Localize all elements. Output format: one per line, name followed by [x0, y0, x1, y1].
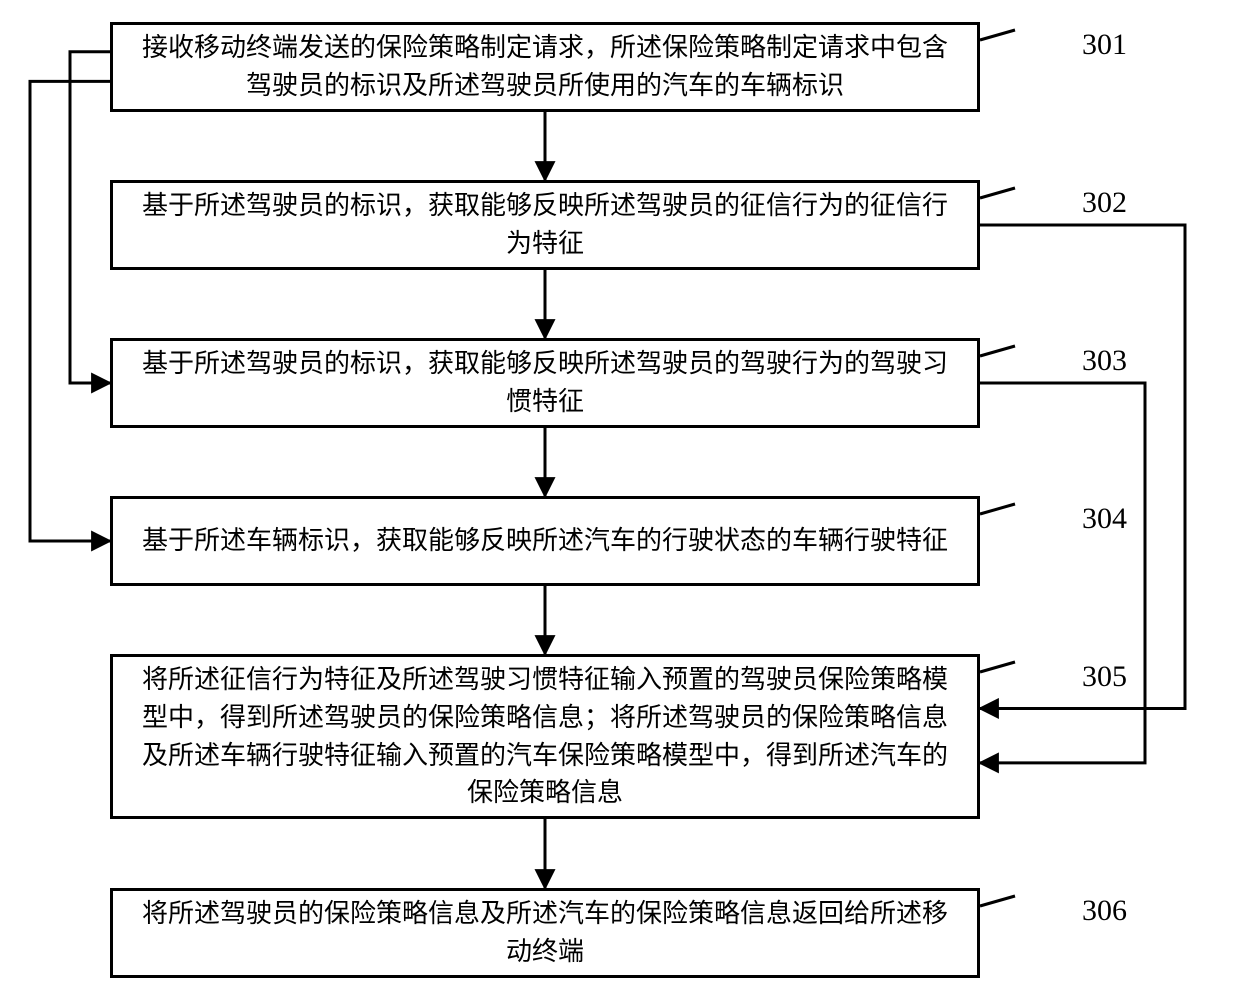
step-text: 基于所述驾驶员的标识，获取能够反映所述驾驶员的征信行为的征信行为特征 [133, 187, 957, 262]
step-label-305: 305 [1082, 660, 1127, 694]
step-label-306: 306 [1082, 894, 1127, 928]
step-text: 将所述征信行为特征及所述驾驶习惯特征输入预置的驾驶员保险策略模型中，得到所述驾驶… [133, 661, 957, 812]
step-text: 将所述驾驶员的保险策略信息及所述汽车的保险策略信息返回给所述移动终端 [133, 895, 957, 970]
step-label-303: 303 [1082, 344, 1127, 378]
step-text: 接收移动终端发送的保险策略制定请求，所述保险策略制定请求中包含驾驶员的标识及所述… [133, 29, 957, 104]
step-306: 将所述驾驶员的保险策略信息及所述汽车的保险策略信息返回给所述移动终端 [110, 888, 980, 978]
step-302: 基于所述驾驶员的标识，获取能够反映所述驾驶员的征信行为的征信行为特征 [110, 180, 980, 270]
step-304: 基于所述车辆标识，获取能够反映所述汽车的行驶状态的车辆行驶特征 [110, 496, 980, 586]
flowchart-canvas: 接收移动终端发送的保险策略制定请求，所述保险策略制定请求中包含驾驶员的标识及所述… [0, 0, 1240, 1003]
step-label-302: 302 [1082, 186, 1127, 220]
step-303: 基于所述驾驶员的标识，获取能够反映所述驾驶员的驾驶行为的驾驶习惯特征 [110, 338, 980, 428]
step-text: 基于所述车辆标识，获取能够反映所述汽车的行驶状态的车辆行驶特征 [142, 522, 948, 560]
step-label-304: 304 [1082, 502, 1127, 536]
step-label-301: 301 [1082, 28, 1127, 62]
step-301: 接收移动终端发送的保险策略制定请求，所述保险策略制定请求中包含驾驶员的标识及所述… [110, 22, 980, 112]
step-text: 基于所述驾驶员的标识，获取能够反映所述驾驶员的驾驶行为的驾驶习惯特征 [133, 345, 957, 420]
step-305: 将所述征信行为特征及所述驾驶习惯特征输入预置的驾驶员保险策略模型中，得到所述驾驶… [110, 654, 980, 819]
